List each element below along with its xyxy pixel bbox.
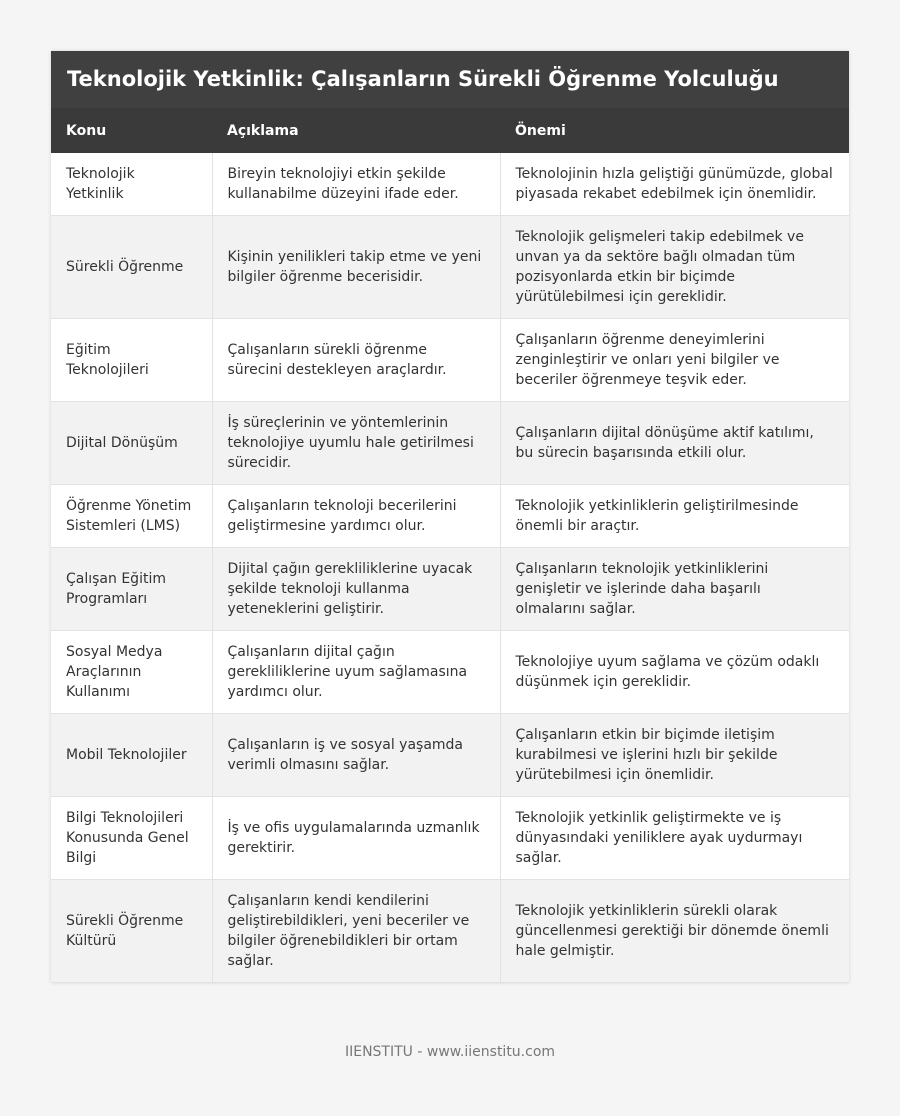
table-cell: Çalışanların dijital çağın gereklilikler… bbox=[212, 630, 501, 714]
table-cell: Öğrenme Yönetim Sistemleri (LMS) bbox=[51, 484, 213, 548]
table-cell: Teknolojik yetkinlik geliştirmekte ve iş… bbox=[500, 796, 849, 880]
table-cell: Çalışanların etkin bir biçimde iletişim … bbox=[500, 713, 849, 797]
table-row: Sürekli Öğrenme Kültürü Çalışanların kend… bbox=[51, 879, 849, 983]
table-cell: İş ve ofis uygulamalarında uzmanlık gere… bbox=[212, 796, 501, 880]
table-row: Teknolojik Yetkinlik Bireyin teknolojiyi … bbox=[51, 153, 849, 216]
table-row: Mobil Teknolojiler Çalışanların iş ve sos… bbox=[51, 713, 849, 797]
table-cell: Eğitim Teknolojileri bbox=[51, 318, 213, 402]
table-row: Çalışan Eğitim Programları Dijital çağın … bbox=[51, 547, 849, 631]
table-cell: Dijital çağın gerekliliklerine uyacak şe… bbox=[212, 547, 501, 631]
table-cell: Çalışanların sürekli öğrenme sürecini de… bbox=[212, 318, 501, 402]
table-cell: Teknolojik yetkinliklerin sürekli olarak… bbox=[500, 879, 849, 983]
table-cell: Teknolojinin hızla geliştiği günümüzde, … bbox=[500, 153, 849, 216]
table-cell: Sosyal Medya Araçlarının Kullanımı bbox=[51, 630, 213, 714]
table-card: Teknolojik Yetkinlik: Çalışanların Sürek… bbox=[51, 51, 849, 983]
footer: IIENSTITU - www.iienstitu.com bbox=[344, 1044, 556, 1060]
table-cell: Çalışanların teknoloji becerilerini geli… bbox=[212, 484, 501, 548]
column-header: Önemi bbox=[500, 108, 849, 153]
table-cell: Sürekli Öğrenme bbox=[51, 215, 213, 319]
table-cell: Dijital Dönüşüm bbox=[51, 401, 213, 485]
table-cell: İş süreçlerinin ve yöntemlerinin teknolo… bbox=[212, 401, 501, 485]
table-row: Eğitim Teknolojileri Çalışanların sürekli… bbox=[51, 318, 849, 402]
table-row: Dijital Dönüşüm İş süreçlerinin ve yöntem… bbox=[51, 401, 849, 485]
table-row: Bilgi Teknolojileri Konusunda Genel Bilg… bbox=[51, 796, 849, 880]
table-cell: Bireyin teknolojiyi etkin şekilde kullan… bbox=[212, 153, 501, 216]
table-row: Sosyal Medya Araçlarının Kullanımı Çalışa… bbox=[51, 630, 849, 714]
table-cell: Teknolojik Yetkinlik bbox=[51, 153, 213, 216]
table-row: Öğrenme Yönetim Sistemleri (LMS) Çalışanl… bbox=[51, 484, 849, 548]
header-row: Konu Açıklama Önemi bbox=[51, 108, 849, 153]
table-cell: Çalışanların öğrenme deneyimlerini zengi… bbox=[500, 318, 849, 402]
table-cell: Çalışanların dijital dönüşüme aktif katı… bbox=[500, 401, 849, 485]
title: Teknolojik Yetkinlik: Çalışanların Sürek… bbox=[51, 51, 849, 108]
table-cell: Bilgi Teknolojileri Konusunda Genel Bilg… bbox=[51, 796, 213, 880]
table-cell: Çalışanların teknolojik yetkinliklerini … bbox=[500, 547, 849, 631]
table-cell: Çalışanların iş ve sosyal yaşamda veriml… bbox=[212, 713, 501, 797]
column-header: Konu bbox=[51, 108, 212, 153]
table-cell: Mobil Teknolojiler bbox=[51, 713, 213, 797]
column-header: Açıklama bbox=[212, 108, 500, 153]
table-cell: Çalışan Eğitim Programları bbox=[51, 547, 213, 631]
table-cell: Kişinin yenilikleri takip etme ve yeni b… bbox=[212, 215, 501, 319]
table-row: Sürekli Öğrenme Kişinin yenilikleri takip… bbox=[51, 215, 849, 319]
table-cell: Teknolojik yetkinliklerin geliştirilmesi… bbox=[500, 484, 849, 548]
table-cell: Teknolojik gelişmeleri takip edebilmek v… bbox=[500, 215, 849, 319]
table-cell: Teknolojiye uyum sağlama ve çözüm odaklı… bbox=[500, 630, 849, 714]
table-cell: Sürekli Öğrenme Kültürü bbox=[51, 879, 213, 983]
table-cell: Çalışanların kendi kendilerini geliştire… bbox=[212, 879, 501, 983]
table: Konu Açıklama Önemi Teknolojik Yetkinlik Bi… bbox=[51, 108, 849, 983]
